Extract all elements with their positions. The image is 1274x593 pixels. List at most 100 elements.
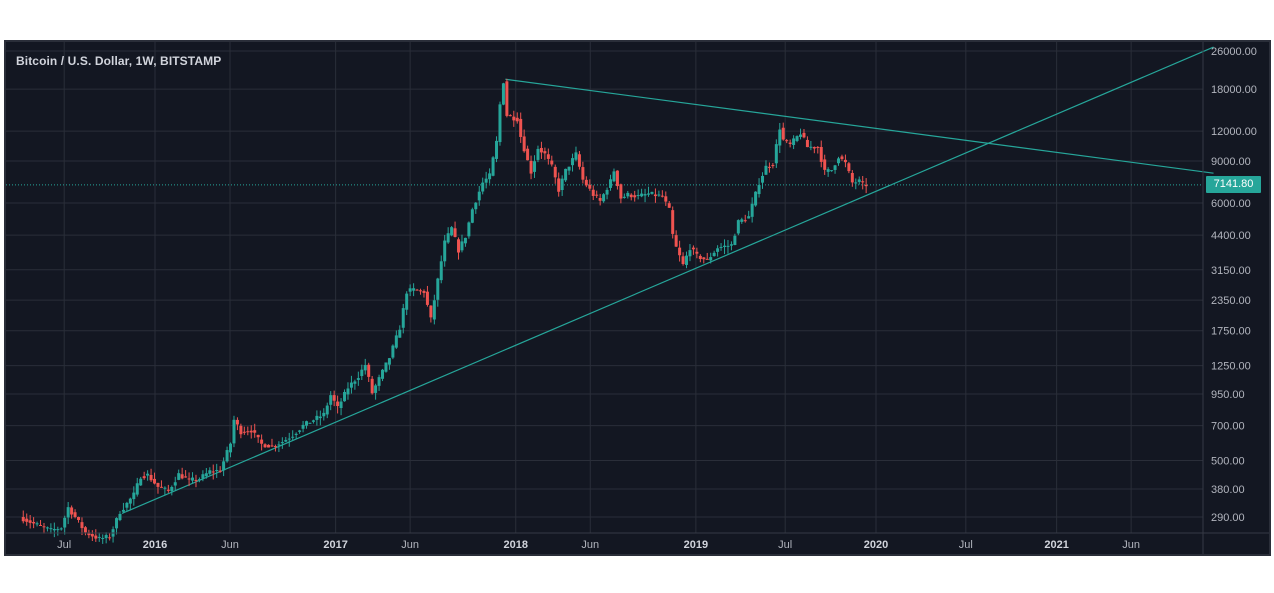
candle-body bbox=[840, 156, 844, 160]
candle bbox=[363, 358, 367, 375]
candle bbox=[584, 176, 588, 188]
x-tick-label: Jul bbox=[778, 539, 792, 551]
candle-body bbox=[408, 288, 412, 292]
candle bbox=[432, 294, 436, 325]
candle-body bbox=[77, 517, 81, 521]
candle bbox=[671, 206, 675, 239]
candle-body bbox=[681, 256, 685, 265]
candle bbox=[381, 368, 385, 382]
candle bbox=[647, 186, 651, 197]
candle-body bbox=[667, 203, 671, 208]
candle bbox=[781, 122, 785, 141]
candle-body bbox=[615, 170, 619, 187]
candle-body bbox=[488, 173, 492, 180]
candle bbox=[650, 191, 654, 195]
candle-body bbox=[674, 235, 678, 247]
candle-body bbox=[377, 377, 381, 386]
candle bbox=[45, 526, 49, 532]
candle-body bbox=[816, 146, 820, 148]
candle bbox=[526, 145, 530, 161]
candle bbox=[356, 371, 360, 386]
candle bbox=[242, 426, 246, 435]
candle bbox=[360, 364, 364, 380]
candle-body bbox=[184, 476, 188, 478]
candle bbox=[861, 176, 865, 190]
candle bbox=[515, 112, 519, 124]
candle-body bbox=[571, 158, 575, 166]
candle bbox=[726, 239, 730, 254]
candle bbox=[719, 243, 723, 251]
candle-body bbox=[754, 191, 758, 206]
candle bbox=[146, 470, 150, 481]
candle bbox=[629, 193, 633, 201]
candle-body bbox=[305, 421, 309, 426]
candle bbox=[21, 510, 25, 524]
candle bbox=[170, 485, 174, 496]
chart-panel[interactable]: 26000.00 18000.00 12000.00 9000.00 6000.00 44… bbox=[4, 40, 1271, 556]
candle bbox=[643, 188, 647, 203]
candle bbox=[101, 534, 105, 544]
candle-body bbox=[277, 444, 281, 446]
candle-body bbox=[367, 364, 371, 377]
candle bbox=[792, 135, 796, 150]
candle bbox=[508, 114, 512, 117]
candle bbox=[294, 432, 298, 440]
candle bbox=[135, 477, 139, 497]
candle bbox=[854, 178, 858, 190]
candle bbox=[522, 129, 526, 153]
chart-title: Bitcoin / U.S. Dollar, 1W, BITSTAMP bbox=[16, 54, 222, 68]
candle-body bbox=[643, 194, 647, 196]
candle bbox=[571, 153, 575, 172]
candle bbox=[501, 82, 505, 106]
candle-body bbox=[208, 470, 212, 474]
candle bbox=[73, 509, 77, 519]
candle bbox=[754, 191, 758, 207]
candle bbox=[111, 526, 115, 543]
candle-body bbox=[726, 245, 730, 247]
candle-body bbox=[318, 416, 322, 419]
candle bbox=[716, 245, 720, 257]
candle-body bbox=[394, 335, 398, 348]
candle bbox=[809, 140, 813, 151]
candle-body bbox=[795, 136, 799, 141]
candle bbox=[49, 523, 53, 534]
candle-body bbox=[73, 512, 77, 517]
candle-body bbox=[363, 365, 367, 371]
x-tick-label: Jun bbox=[401, 539, 419, 551]
candle bbox=[740, 217, 744, 224]
candle bbox=[394, 330, 398, 349]
price-chart[interactable]: 26000.00 18000.00 12000.00 9000.00 6000.00 44… bbox=[6, 42, 1269, 554]
candle-body bbox=[705, 258, 709, 260]
candle bbox=[398, 325, 402, 338]
candle bbox=[52, 522, 56, 538]
candle-body bbox=[42, 526, 46, 528]
candle bbox=[771, 163, 775, 169]
candle bbox=[553, 164, 557, 184]
candle bbox=[419, 288, 423, 295]
candle bbox=[187, 472, 191, 487]
candle bbox=[605, 187, 609, 200]
candle bbox=[239, 423, 243, 439]
candle-body bbox=[446, 233, 450, 243]
candle-body bbox=[467, 222, 471, 237]
candle bbox=[581, 161, 585, 184]
candle bbox=[253, 423, 257, 438]
candle bbox=[315, 410, 319, 426]
candle-body bbox=[709, 257, 713, 261]
candle bbox=[519, 112, 523, 143]
candle bbox=[308, 422, 312, 424]
candle bbox=[681, 252, 685, 266]
candle bbox=[153, 472, 157, 485]
candle-body bbox=[439, 261, 443, 281]
candle bbox=[173, 476, 177, 491]
candle-body bbox=[857, 179, 861, 182]
candle-body bbox=[688, 250, 692, 257]
candle-body bbox=[546, 154, 550, 159]
candle-body bbox=[588, 184, 592, 189]
candle bbox=[457, 237, 461, 260]
candle-body bbox=[235, 419, 239, 425]
candle bbox=[249, 425, 253, 439]
candle bbox=[733, 233, 737, 246]
candle bbox=[367, 362, 371, 383]
candle-body bbox=[508, 115, 512, 117]
